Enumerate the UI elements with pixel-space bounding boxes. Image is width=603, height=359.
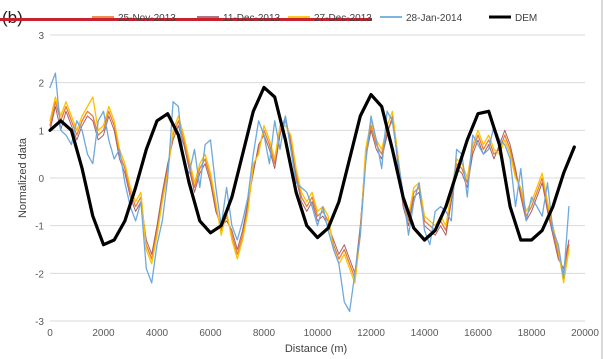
legend-label: 11-Dec-2013 [223, 13, 281, 24]
y-tick-label: 3 [38, 31, 44, 42]
x-tick-label: 0 [47, 328, 53, 339]
x-tick-label: 4000 [146, 328, 169, 339]
x-axis-label: Distance (m) [285, 343, 347, 355]
legend-label: 25-Nov-2013 [118, 13, 176, 24]
x-tick-label: 6000 [199, 328, 222, 339]
x-tick-label: 14000 [411, 328, 439, 339]
legend-label: 28-Jan-2014 [406, 13, 463, 24]
y-tick-label: -3 [35, 317, 44, 328]
x-tick-label: 12000 [357, 328, 385, 339]
series-line-dem [48, 85, 576, 247]
y-tick-label: 0 [38, 174, 44, 185]
y-tick-label: 2 [38, 79, 44, 90]
x-tick-label: 20000 [571, 328, 599, 339]
legend: 25-Nov-2013 11-Dec-2013 27-Dec-2013 28-Jan-… [92, 13, 537, 24]
x-tick-label: 2000 [92, 328, 115, 339]
y-tick-label: 1 [38, 126, 44, 137]
series-layer [48, 72, 576, 313]
series-line-28-jan-2014 [49, 72, 570, 313]
series-line-27-dec-2013 [49, 96, 570, 284]
y-tick-label: -2 [35, 269, 44, 280]
x-tick-label: 10000 [304, 328, 332, 339]
right-edge-border [601, 0, 603, 359]
legend-label: DEM [515, 13, 537, 24]
panel-label: (b) [2, 8, 23, 28]
axes: -3 -2 -1 0 1 2 3 0 2000 4000 6000 8000 10000 12000 140… [35, 31, 599, 339]
x-tick-label: 16000 [464, 328, 492, 339]
y-axis-label: Normalized data [17, 137, 29, 218]
series-line-11-dec-2013 [49, 106, 570, 274]
x-tick-label: 8000 [253, 328, 276, 339]
title-strike-line [0, 18, 372, 21]
series-line-25-nov-2013 [49, 101, 570, 279]
y-tick-label: -1 [35, 222, 44, 233]
x-tick-label: 18000 [518, 328, 546, 339]
legend-label: 27-Dec-2013 [314, 13, 372, 24]
